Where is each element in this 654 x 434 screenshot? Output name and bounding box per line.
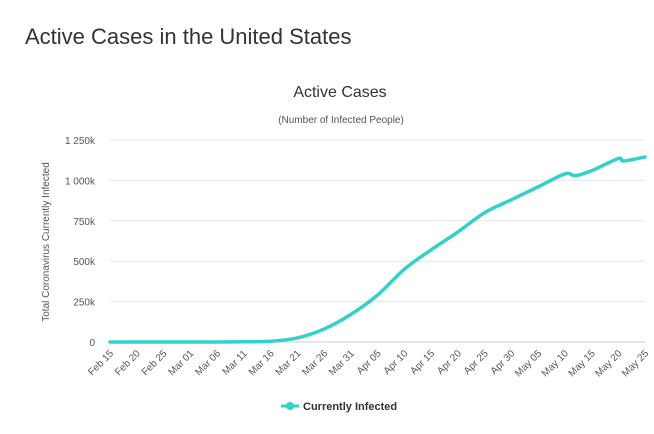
x-tick-label: May 15 (567, 348, 598, 379)
x-tick-label: Feb 20 (113, 348, 143, 378)
gridlines (110, 139, 645, 343)
legend-marker-icon (286, 402, 294, 410)
series-group (108, 155, 647, 344)
x-tick-label: May 10 (540, 348, 571, 379)
y-tick-label: 1 000k (65, 176, 96, 187)
x-tick-label: Apr 10 (382, 348, 411, 377)
x-tick-label: Apr 20 (435, 348, 464, 377)
y-axis-label: Total Coronavirus Currently Infected (41, 162, 52, 322)
series-line-currently-infected[interactable] (108, 155, 647, 344)
x-tick-label: Feb 25 (140, 348, 170, 378)
x-tick-label: May 20 (593, 348, 624, 379)
x-tick-label: May 05 (513, 348, 544, 379)
chart-subtitle: (Number of Infected People) (278, 115, 404, 126)
x-tick-label: Mar 21 (274, 348, 304, 378)
x-tick-label: Mar 01 (167, 348, 197, 378)
y-tick-label: 250k (73, 298, 96, 309)
x-tick-label: May 25 (620, 348, 651, 379)
x-tick-label: Apr 15 (409, 348, 438, 377)
chart-title: Active Cases (293, 84, 386, 101)
y-tick-labels: 0 250k 500k 750k 1 000k 1 250k (65, 136, 96, 349)
y-tick-label: 0 (89, 338, 95, 349)
x-tick-label: Apr 05 (355, 348, 384, 377)
page-title: Active Cases in the United States (25, 24, 352, 49)
x-tick-label: Mar 11 (221, 348, 251, 378)
x-tick-label: Apr 25 (462, 348, 491, 377)
x-tick-label: Mar 26 (300, 348, 330, 378)
y-tick-label: 750k (73, 217, 96, 228)
y-tick-label: 1 250k (65, 136, 96, 147)
legend-label-currently-infected[interactable]: Currently Infected (303, 401, 397, 413)
x-tick-label: Mar 31 (327, 348, 357, 378)
x-tick-label: Mar 06 (193, 348, 223, 378)
x-tick-label: Feb 15 (86, 348, 116, 378)
y-tick-label: 500k (73, 257, 96, 268)
legend[interactable]: Currently Infected (281, 401, 397, 413)
x-tick-label: Mar 16 (247, 348, 277, 378)
